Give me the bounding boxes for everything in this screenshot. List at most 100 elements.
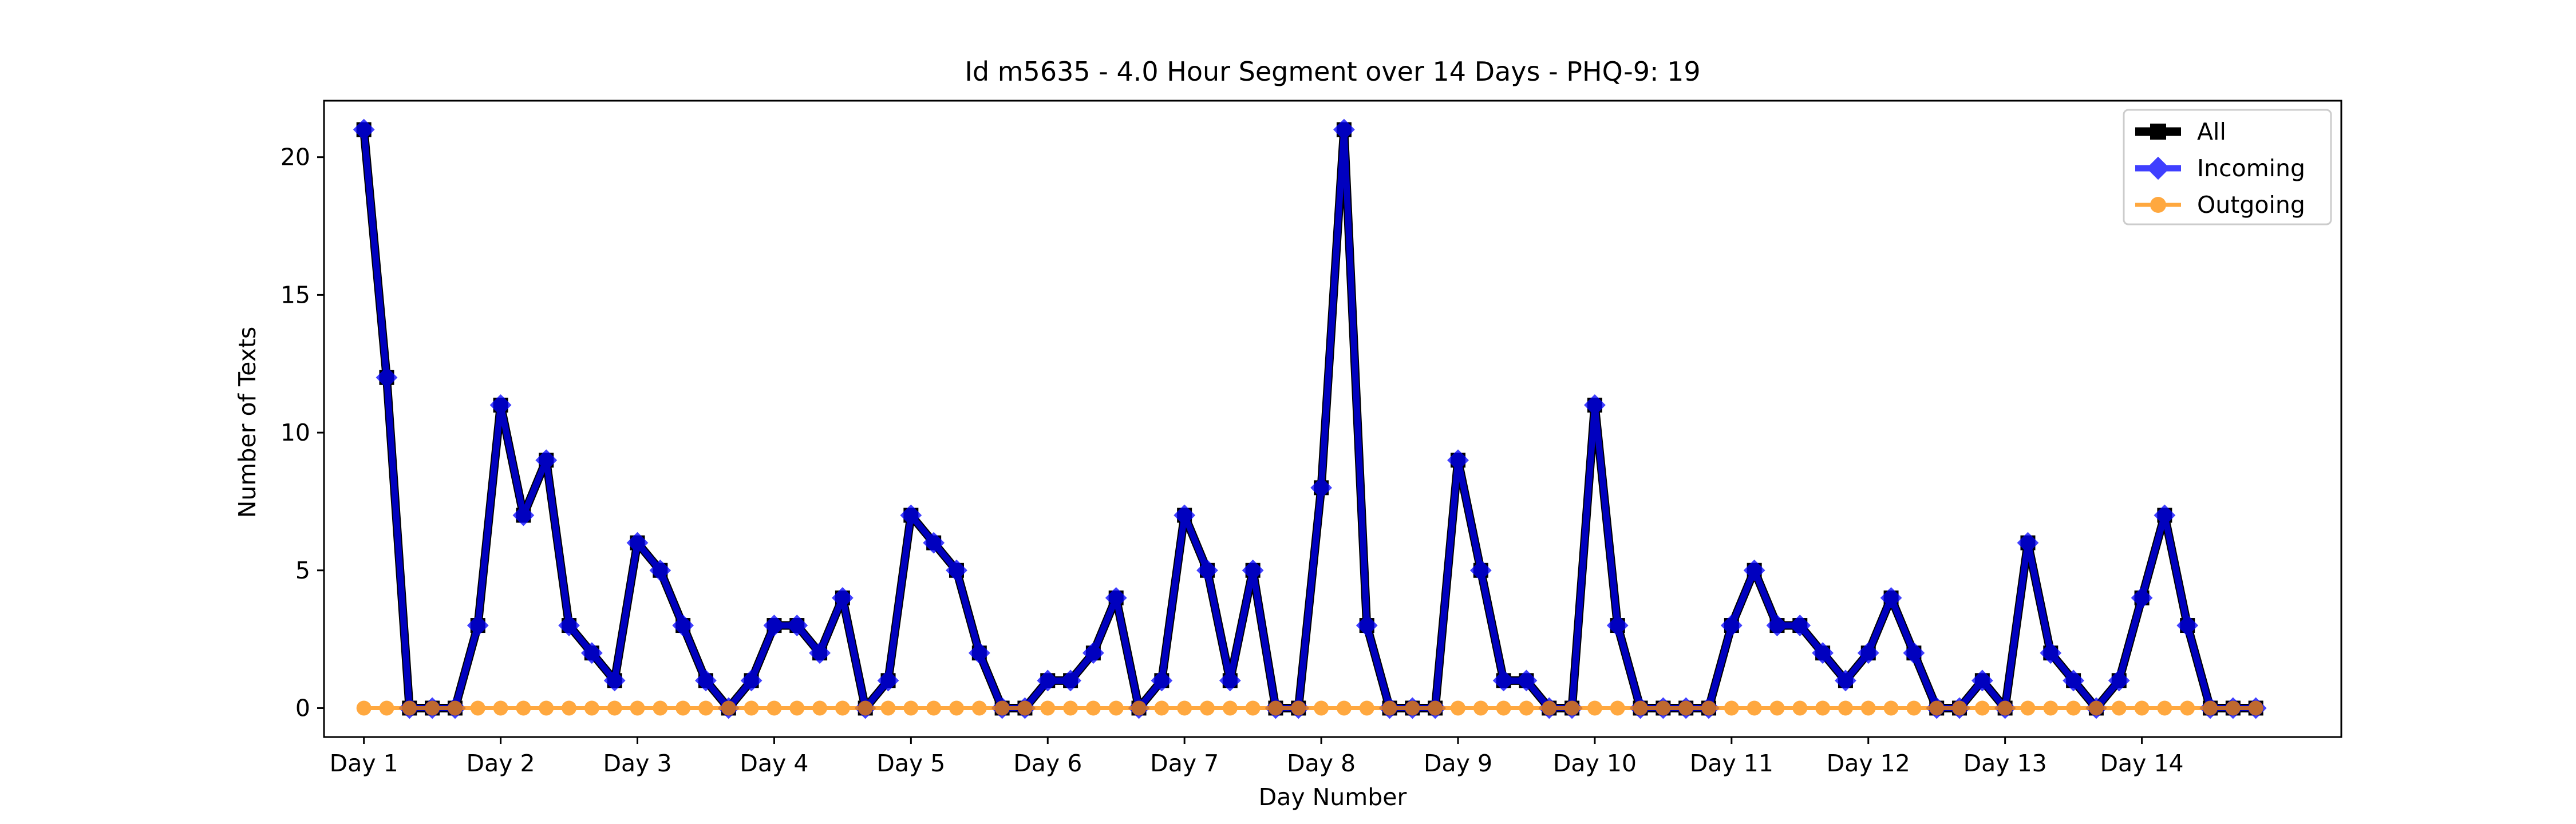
series-layer <box>353 118 2267 719</box>
data-point-outgoing <box>767 700 782 716</box>
data-point-outgoing <box>1245 700 1261 716</box>
data-point-outgoing <box>1314 700 1329 716</box>
data-point-incoming <box>1789 615 1811 636</box>
data-point-incoming <box>786 615 808 636</box>
data-point-incoming <box>512 504 535 526</box>
data-point-outgoing <box>1359 700 1374 716</box>
data-point-incoming <box>1835 670 1856 692</box>
data-point-outgoing <box>1428 700 1443 716</box>
data-point-incoming <box>923 532 945 554</box>
data-point-outgoing <box>1154 700 1170 716</box>
data-point-outgoing <box>1542 700 1557 716</box>
data-point-incoming <box>672 615 694 636</box>
data-point-incoming <box>580 642 603 664</box>
data-point-incoming <box>900 504 922 526</box>
x-tick-label: Day 2 <box>467 750 535 777</box>
data-point-outgoing <box>1519 700 1534 716</box>
data-point-outgoing <box>493 700 508 716</box>
data-point-outgoing <box>2248 700 2263 716</box>
data-point-outgoing <box>2043 700 2059 716</box>
data-point-outgoing <box>949 700 964 716</box>
data-point-outgoing <box>926 700 942 716</box>
data-point-incoming <box>1151 670 1173 692</box>
data-point-outgoing <box>2066 700 2081 716</box>
data-point-outgoing <box>2225 700 2241 716</box>
data-point-incoming <box>1766 615 1788 636</box>
data-point-incoming <box>1310 477 1332 499</box>
data-point-incoming <box>763 615 785 636</box>
x-tick-label: Day 5 <box>876 750 945 777</box>
data-point-incoming <box>1492 670 1515 692</box>
data-point-incoming <box>1971 670 1993 692</box>
legend-item-incoming <box>2135 156 2181 180</box>
series-outgoing <box>356 700 2263 716</box>
data-point-incoming <box>2017 532 2039 554</box>
data-point-outgoing <box>516 700 531 716</box>
data-point-outgoing <box>1177 700 1192 716</box>
data-point-incoming <box>1743 559 1765 581</box>
data-point-outgoing <box>835 700 850 716</box>
data-point-incoming <box>1242 559 1264 581</box>
legend-label-incoming: Incoming <box>2197 154 2305 182</box>
data-point-outgoing <box>994 700 1010 716</box>
y-tick-label: 0 <box>295 694 310 722</box>
x-tick-label: Day 11 <box>1690 750 1773 777</box>
data-point-outgoing <box>1451 700 1466 716</box>
data-point-outgoing <box>1291 700 1306 716</box>
legend-marker-outgoing <box>2150 197 2166 213</box>
data-point-outgoing <box>1633 700 1648 716</box>
data-point-incoming <box>1196 559 1218 581</box>
data-point-outgoing <box>1199 700 1215 716</box>
data-point-outgoing <box>2157 700 2172 716</box>
data-point-incoming <box>535 449 558 472</box>
data-point-incoming <box>626 532 649 554</box>
data-point-outgoing <box>1792 700 1808 716</box>
data-point-outgoing <box>447 700 463 716</box>
data-point-outgoing <box>2088 700 2104 716</box>
data-point-outgoing <box>1929 700 1945 716</box>
data-point-outgoing <box>1496 700 1511 716</box>
data-point-outgoing <box>812 700 828 716</box>
data-point-outgoing <box>1040 700 1056 716</box>
x-tick-label: Day 14 <box>2100 750 2183 777</box>
data-point-outgoing <box>1815 700 1831 716</box>
data-point-incoming <box>1082 642 1104 664</box>
x-tick-label: Day 6 <box>1013 750 1082 777</box>
data-point-incoming <box>2154 504 2176 526</box>
data-point-outgoing <box>630 700 645 716</box>
data-point-outgoing <box>356 700 372 716</box>
legend-marker-incoming <box>2146 156 2170 180</box>
data-point-outgoing <box>2203 700 2218 716</box>
data-point-outgoing <box>721 700 736 716</box>
data-point-incoming <box>376 366 398 389</box>
x-tick-label: Day 7 <box>1150 750 1219 777</box>
x-axis-label: Day Number <box>1259 783 1407 811</box>
data-point-incoming <box>2108 670 2130 692</box>
legend-marker-all <box>2150 124 2166 140</box>
data-point-outgoing <box>2020 700 2036 716</box>
data-point-incoming <box>695 670 717 692</box>
data-point-outgoing <box>1678 700 1694 716</box>
data-point-incoming <box>1515 670 1538 692</box>
data-point-incoming <box>1720 615 1743 636</box>
legend-item-outgoing <box>2135 197 2181 213</box>
data-point-incoming <box>740 670 762 692</box>
data-point-incoming <box>1174 504 1196 526</box>
data-point-incoming <box>1219 670 1241 692</box>
legend-box <box>2123 109 2332 225</box>
x-tick-label: Day 3 <box>603 750 671 777</box>
data-point-outgoing <box>425 700 440 716</box>
data-point-outgoing <box>1838 700 1853 716</box>
y-tick-label: 20 <box>280 144 310 171</box>
data-point-outgoing <box>1108 700 1124 716</box>
data-point-outgoing <box>470 700 485 716</box>
data-point-incoming <box>1105 587 1127 609</box>
data-point-outgoing <box>675 700 691 716</box>
data-point-outgoing <box>607 700 622 716</box>
data-point-incoming <box>603 670 626 692</box>
data-point-incoming <box>2063 670 2085 692</box>
data-point-outgoing <box>562 700 577 716</box>
data-point-incoming <box>467 615 489 636</box>
data-point-outgoing <box>858 700 873 716</box>
